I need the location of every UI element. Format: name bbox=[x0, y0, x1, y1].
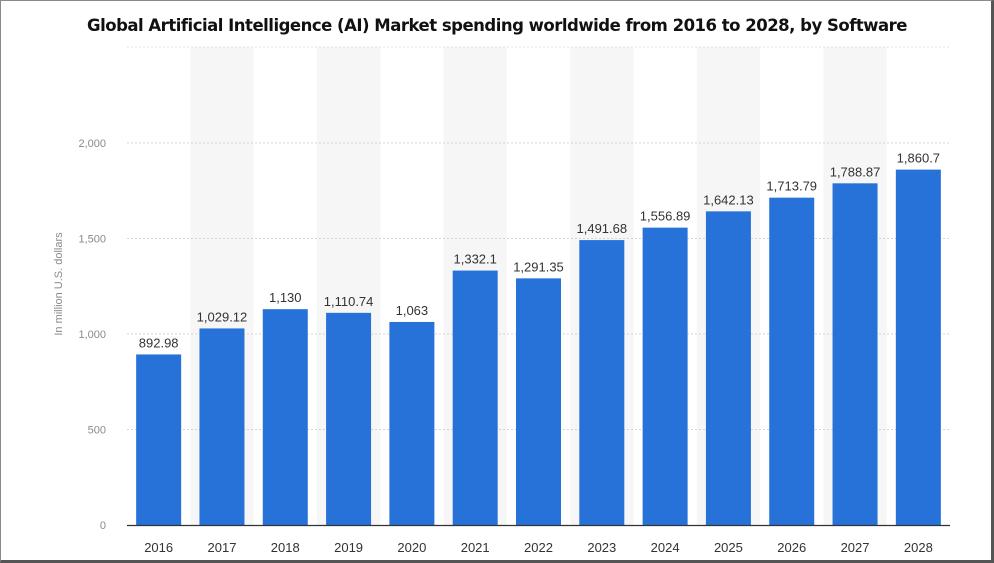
chart-title: Global Artificial Intelligence (AI) Mark… bbox=[87, 16, 907, 35]
bar bbox=[389, 321, 435, 525]
y-tick-label: 1,000 bbox=[78, 329, 106, 341]
bar bbox=[832, 183, 878, 525]
bar bbox=[769, 197, 815, 525]
x-tick-label: 2025 bbox=[714, 540, 743, 555]
data-label: 1,788.87 bbox=[830, 164, 881, 179]
data-label: 1,642.13 bbox=[703, 192, 754, 207]
x-tick-label: 2018 bbox=[271, 540, 300, 555]
bar bbox=[136, 354, 182, 525]
y-axis-label: In million U.S. dollars bbox=[53, 232, 65, 336]
x-tick-label: 2026 bbox=[777, 540, 806, 555]
data-label: 1,063 bbox=[396, 303, 429, 318]
data-label: 1,291.35 bbox=[513, 259, 564, 274]
bar bbox=[642, 227, 688, 525]
data-label: 1,713.79 bbox=[766, 179, 817, 194]
x-tick-label: 2027 bbox=[841, 540, 870, 555]
bar bbox=[579, 240, 625, 526]
x-tick-label: 2022 bbox=[524, 540, 553, 555]
bar bbox=[262, 309, 308, 525]
x-tick-label: 2020 bbox=[397, 540, 426, 555]
data-label: 1,860.7 bbox=[897, 151, 940, 166]
x-tick-label: 2028 bbox=[904, 540, 933, 555]
x-tick-label: 2023 bbox=[587, 540, 616, 555]
bar bbox=[326, 312, 372, 525]
data-label: 1,029.12 bbox=[197, 309, 248, 324]
y-tick-label: 2,000 bbox=[78, 138, 106, 150]
x-tick-label: 2017 bbox=[208, 540, 237, 555]
y-tick-label: 500 bbox=[88, 425, 106, 437]
data-label: 1,491.68 bbox=[577, 221, 628, 236]
data-label: 1,556.89 bbox=[640, 209, 691, 224]
data-label: 1,332.1 bbox=[454, 252, 497, 267]
data-label: 1,130 bbox=[269, 290, 302, 305]
x-tick-label: 2024 bbox=[651, 540, 680, 555]
y-tick-label: 1,500 bbox=[78, 234, 106, 246]
bar bbox=[516, 278, 561, 525]
x-tick-label: 2016 bbox=[144, 540, 173, 555]
x-tick-label: 2021 bbox=[461, 540, 490, 555]
bar bbox=[452, 270, 498, 525]
bar bbox=[199, 328, 245, 525]
bar bbox=[705, 211, 751, 526]
data-label: 1,110.74 bbox=[324, 294, 374, 309]
data-label: 892.98 bbox=[139, 335, 179, 350]
y-tick-label: 0 bbox=[100, 520, 106, 532]
x-tick-label: 2019 bbox=[334, 540, 363, 555]
bar bbox=[895, 169, 941, 525]
